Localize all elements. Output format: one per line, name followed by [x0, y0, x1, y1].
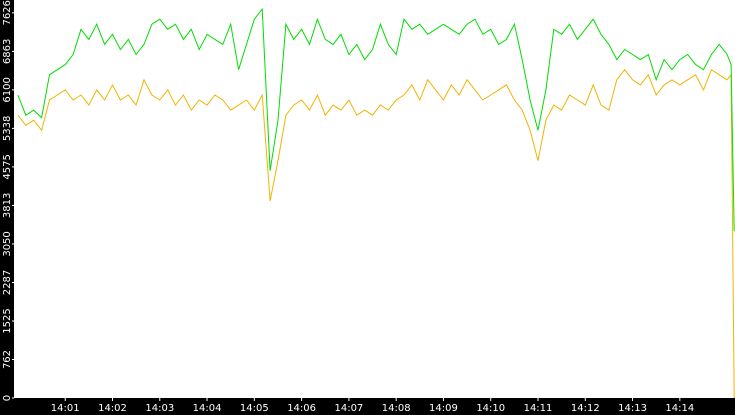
x-tick-label: 14:05 — [240, 403, 269, 414]
plot-area — [14, 0, 735, 398]
x-tick-label: 14:02 — [98, 403, 127, 414]
x-tick-label: 14:06 — [287, 403, 316, 414]
y-tick-label: 6100 — [2, 77, 13, 102]
x-tick-label: 14:11 — [524, 403, 553, 414]
y-tick-label: 1525 — [2, 308, 13, 333]
y-tick-label: 3050 — [2, 231, 13, 256]
x-tick-label: 14:14 — [665, 403, 694, 414]
y-tick-label: 6863 — [2, 39, 13, 64]
x-tick-label: 14:12 — [571, 403, 600, 414]
y-tick-label: 7626 — [2, 0, 13, 25]
x-tick-label: 14:07 — [334, 403, 363, 414]
x-tick-label: 14:03 — [145, 403, 174, 414]
x-tick-label: 14:01 — [51, 403, 80, 414]
x-tick-label: 14:08 — [382, 403, 411, 414]
y-tick-label: 762 — [2, 350, 13, 369]
data-line — [17, 7, 735, 232]
y-tick-label: 0 — [2, 395, 13, 401]
y-tick-label: 4575 — [2, 154, 13, 179]
x-tick-label: 14:04 — [193, 403, 222, 414]
x-tick-label: 14:09 — [429, 403, 458, 414]
y-tick-label: 5338 — [2, 116, 13, 141]
data-line — [17, 68, 735, 399]
x-tick-label: 14:10 — [476, 403, 505, 414]
y-tick-label: 3813 — [2, 193, 13, 218]
y-tick-label: 2287 — [2, 270, 13, 295]
x-tick-label: 14:13 — [618, 403, 647, 414]
